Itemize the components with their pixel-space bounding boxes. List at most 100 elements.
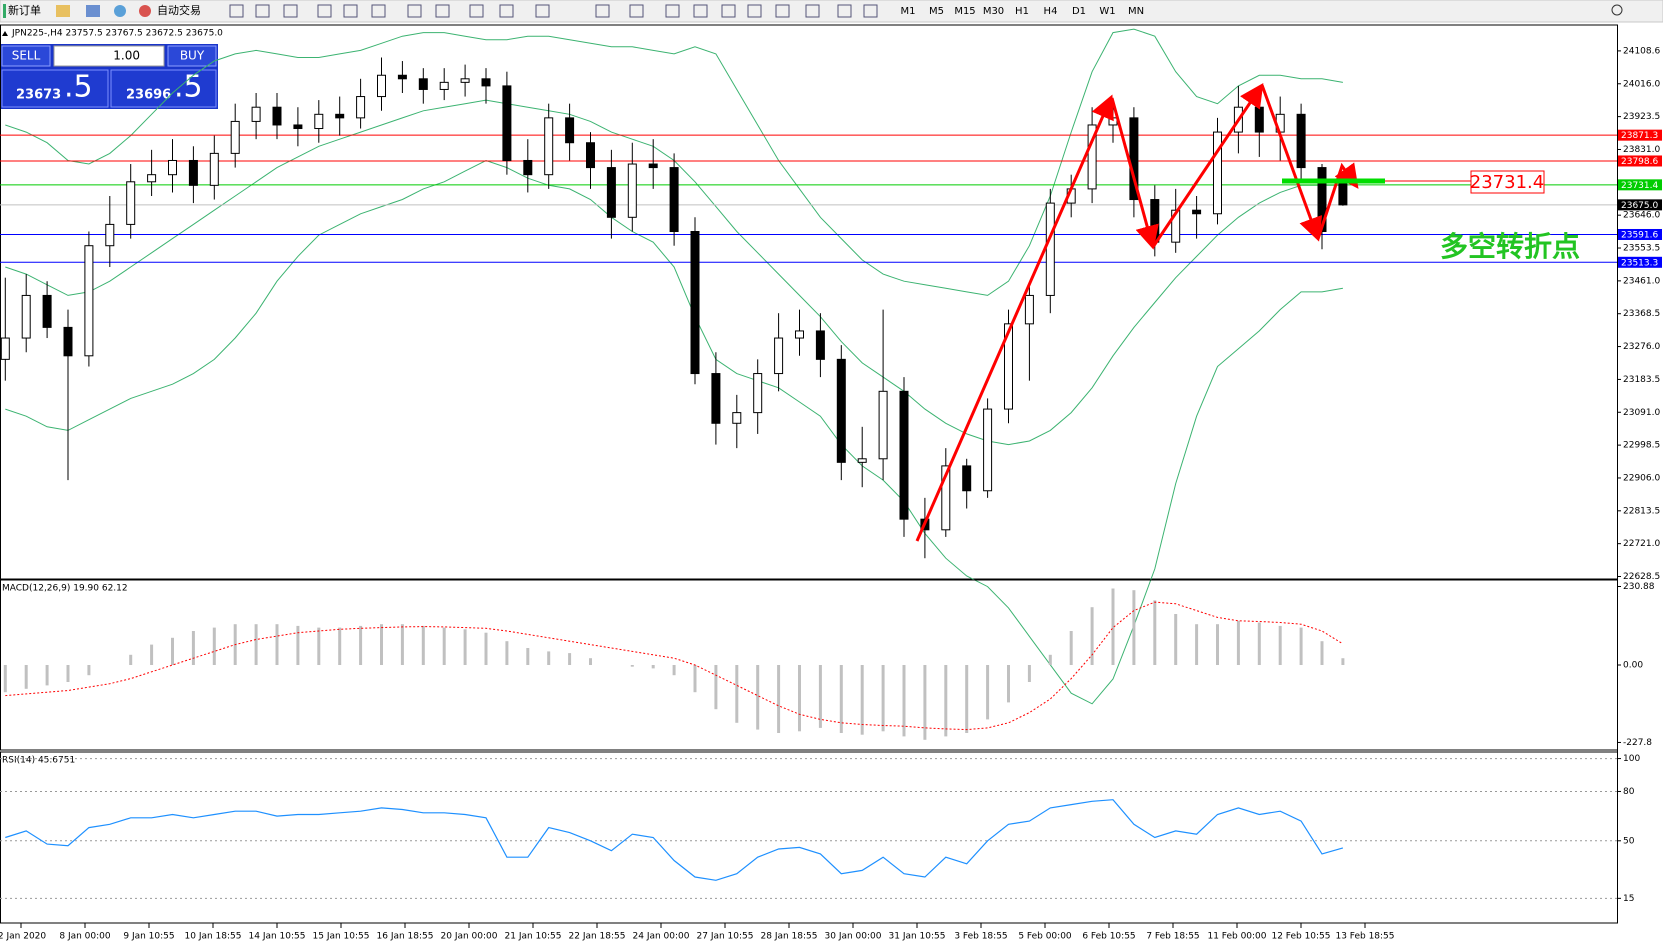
tool-icon[interactable] — [805, 4, 820, 18]
x-tick-label: 30 Jan 00:00 — [825, 932, 882, 942]
timeframe-button[interactable]: M15 — [954, 6, 975, 17]
candle-body — [815, 330, 825, 360]
x-tick-label: 3 Feb 18:55 — [954, 932, 1007, 942]
candle-body — [293, 124, 303, 130]
x-tick-label: 5 Feb 00:00 — [1018, 932, 1072, 942]
note: 多空转折点 — [1440, 230, 1580, 263]
icon[interactable] — [114, 5, 126, 17]
tool-icon[interactable] — [535, 4, 550, 18]
x-tick-label: 15 Jan 10:55 — [313, 932, 370, 942]
timeframe-button[interactable]: M30 — [983, 6, 1004, 17]
candle-body — [836, 358, 846, 463]
y-tick-label: 22998.5 — [1623, 441, 1660, 451]
tool-icon[interactable] — [863, 4, 878, 18]
candle-body — [1150, 199, 1160, 243]
x-tick-label: 28 Jan 18:55 — [761, 932, 818, 942]
price-box — [1470, 170, 1545, 194]
icon[interactable] — [86, 5, 100, 17]
candle-body — [732, 412, 742, 424]
timeframe-button[interactable]: MN — [1128, 6, 1144, 17]
tool-icon[interactable] — [371, 4, 386, 18]
candle-body — [627, 163, 637, 218]
tool-icon[interactable] — [721, 4, 736, 18]
macd-bar — [1027, 665, 1031, 682]
candle-body — [356, 96, 366, 119]
candle-body — [0, 337, 10, 360]
tool-icon[interactable] — [775, 4, 790, 18]
icon[interactable] — [139, 5, 151, 17]
volume-input[interactable] — [53, 45, 165, 67]
sell-button[interactable] — [1, 45, 51, 67]
timeframe-button[interactable]: D1 — [1072, 6, 1086, 17]
volume[interactable]: 1.00 — [113, 49, 140, 63]
macd-bar — [589, 658, 592, 665]
search-icon[interactable] — [1611, 4, 1623, 16]
y-tick-label: 23831.0 — [1623, 145, 1660, 155]
candle-body — [586, 142, 595, 169]
tool-icon[interactable] — [229, 4, 244, 18]
candle-body — [126, 181, 136, 225]
y-tick-label: -227.8 — [1623, 738, 1652, 748]
candle-body — [544, 117, 554, 176]
auto-trading-button[interactable]: 自动交易 — [157, 3, 201, 17]
x-tick-label: 16 Jan 18:55 — [377, 932, 434, 942]
y-tick-label: 23276.0 — [1623, 342, 1660, 352]
tool-icon[interactable] — [499, 4, 514, 18]
tool-icon[interactable] — [435, 4, 450, 18]
tool-icon[interactable] — [693, 4, 708, 18]
candle-body — [84, 245, 94, 357]
macd-bar — [735, 665, 739, 723]
tool-icon[interactable] — [407, 4, 422, 18]
icon[interactable] — [56, 5, 70, 17]
macd-bar — [630, 665, 634, 667]
macd-bar — [651, 665, 655, 669]
x-tick-label: 14 Jan 10:55 — [249, 932, 306, 942]
candle-body — [188, 159, 198, 186]
sell-price-box[interactable] — [1, 69, 109, 108]
y-tick-label: 24108.6 — [1623, 46, 1660, 56]
macd-bar — [212, 627, 216, 665]
tool-icon[interactable] — [343, 4, 358, 18]
price-level-label: 23591.6 — [1621, 230, 1658, 240]
y-tick-label: 50 — [1623, 836, 1635, 846]
buy-label[interactable]: BUY — [180, 49, 205, 63]
timeframe-button[interactable]: M1 — [901, 6, 916, 17]
tool-icon[interactable] — [837, 4, 852, 18]
tool-icon[interactable] — [665, 4, 680, 18]
price-level-tag — [1618, 179, 1662, 191]
sell-price[interactable]: 23673 — [16, 88, 61, 103]
timeframe-button[interactable]: W1 — [1099, 6, 1115, 17]
macd-bar — [191, 631, 195, 665]
charts: JPN225-,H4 23757.5 23767.5 23672.5 23675… — [0, 24, 1662, 942]
tool-icon[interactable] — [317, 4, 332, 18]
buy-pips[interactable]: .5 — [174, 70, 203, 105]
macd-bar — [1069, 631, 1073, 665]
buy-price-box[interactable] — [110, 69, 217, 108]
x-tick-label: 7 Feb 18:55 — [1146, 932, 1199, 942]
tool-icon[interactable] — [255, 4, 270, 18]
price-level-label: 23675.0 — [1621, 201, 1658, 211]
macd-bar — [129, 654, 133, 665]
macd-bar — [1111, 588, 1115, 665]
candle-body — [669, 167, 679, 233]
tool-icon[interactable] — [283, 4, 298, 18]
buy-button[interactable] — [167, 45, 217, 67]
timeframe-button[interactable]: M5 — [929, 6, 944, 17]
macd-bar — [923, 665, 927, 740]
y-tick-label: 23368.5 — [1623, 309, 1660, 319]
buy-price[interactable]: 23696 — [126, 88, 171, 103]
tool-icon[interactable] — [629, 4, 644, 18]
candle-body — [397, 74, 407, 80]
timeframe-button[interactable]: H4 — [1044, 6, 1058, 17]
new-order-button[interactable]: 新订单 — [8, 3, 41, 17]
macd-bar — [1090, 607, 1094, 665]
tool-icon[interactable] — [747, 4, 762, 18]
candle-body — [523, 159, 533, 176]
tool-icon[interactable] — [595, 4, 610, 18]
timeframe-button[interactable]: H1 — [1015, 6, 1029, 17]
sell-pips[interactable]: .5 — [64, 70, 93, 105]
tool-icon[interactable] — [469, 4, 484, 18]
sell-label[interactable]: SELL — [12, 49, 41, 63]
macd-bar — [902, 665, 906, 737]
y-tick-label: 15 — [1623, 894, 1634, 904]
